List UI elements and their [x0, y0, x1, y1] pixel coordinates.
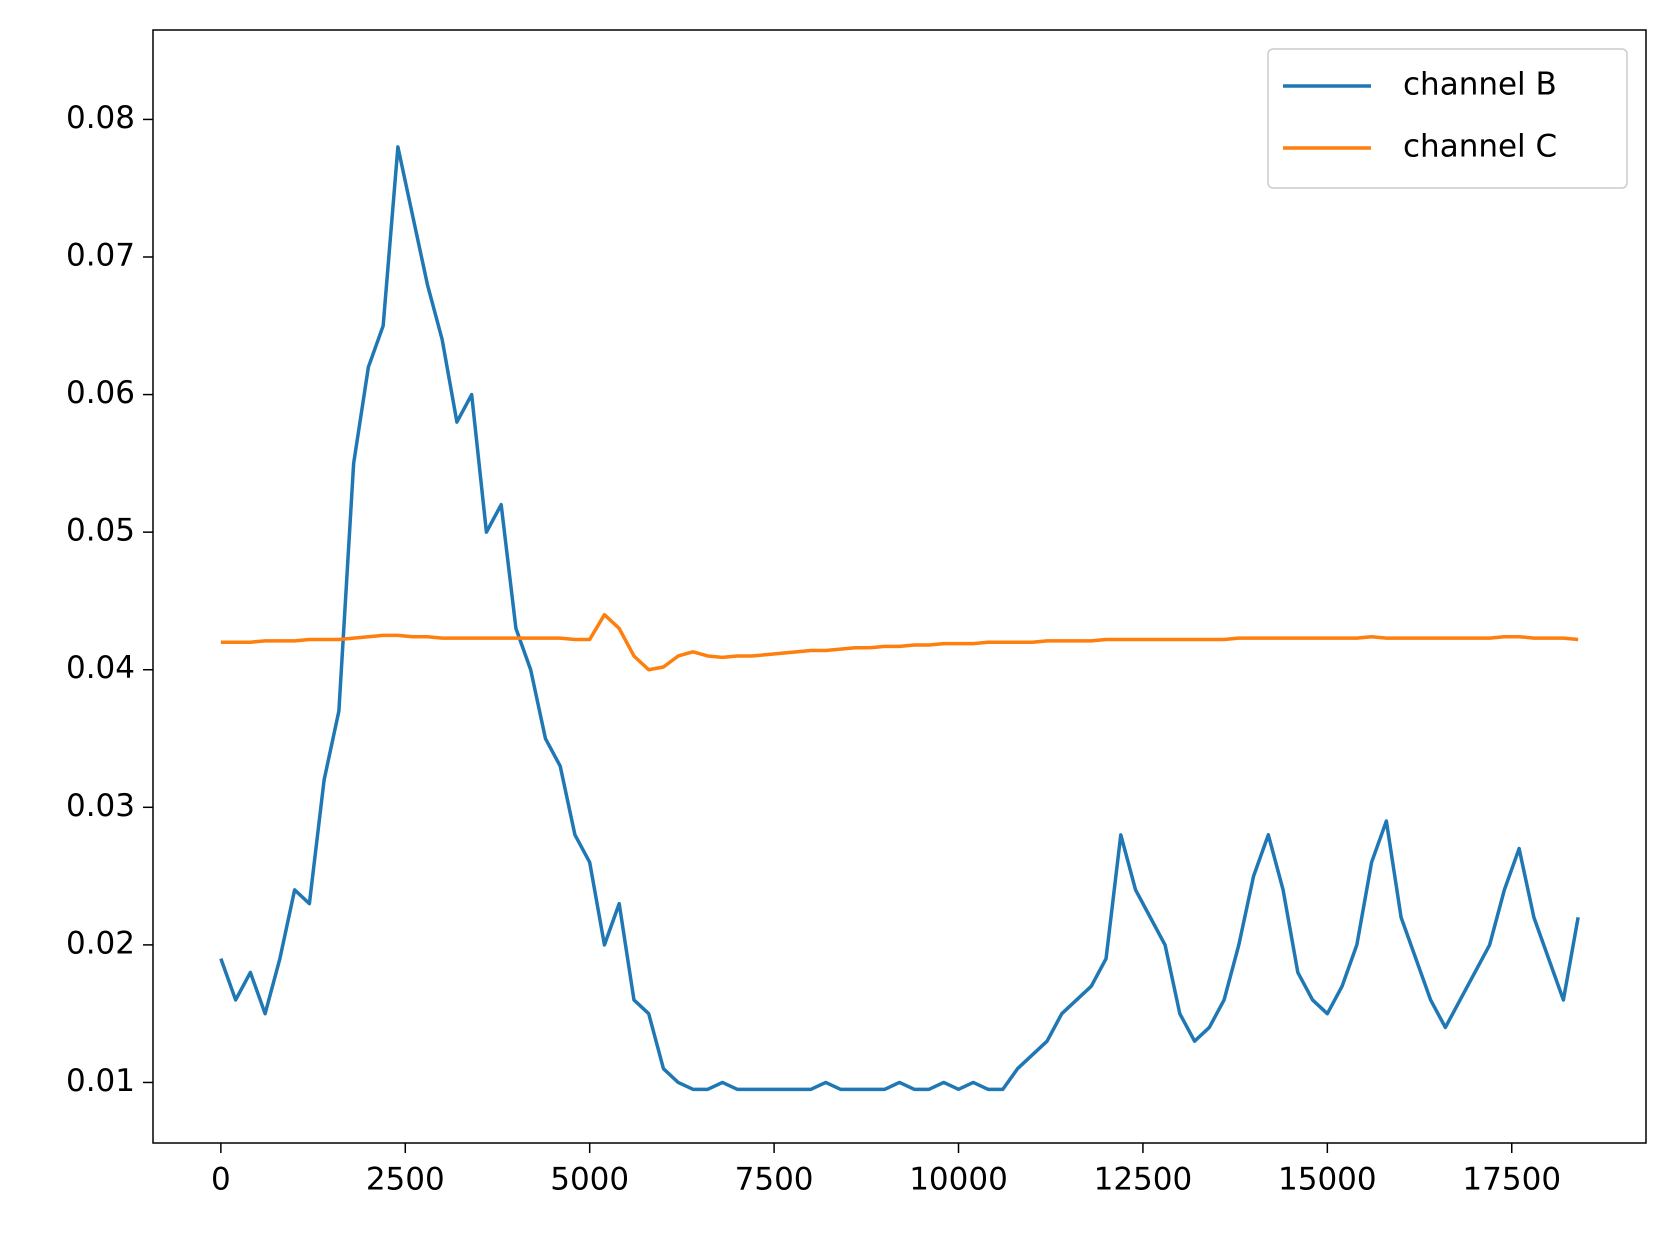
x-tick-label: 15000	[1278, 1162, 1377, 1198]
y-tick-label: 0.05	[66, 513, 135, 549]
y-tick-label: 0.03	[66, 788, 135, 824]
plot-frame	[152, 29, 1647, 1144]
x-tick-label: 10000	[909, 1162, 1008, 1198]
legend-box	[1267, 48, 1628, 189]
legend-label: channel C	[1403, 129, 1557, 165]
series-line	[219, 145, 1580, 1092]
series-line	[220, 612, 1579, 672]
x-tick-label: 12500	[1094, 1162, 1193, 1198]
y-tick-label: 0.02	[66, 925, 135, 961]
y-tick-label: 0.07	[66, 238, 135, 274]
y-tick-label: 0.08	[66, 100, 135, 136]
x-tick-label: 0	[211, 1162, 231, 1198]
x-tick-label: 7500	[735, 1162, 814, 1198]
x-tick-label: 5000	[550, 1162, 629, 1198]
x-tick-label: 17500	[1462, 1162, 1561, 1198]
legend-label: channel B	[1403, 67, 1557, 103]
x-tick-label: 2500	[366, 1162, 445, 1198]
y-tick-label: 0.06	[66, 375, 135, 411]
y-tick-label: 0.01	[66, 1063, 135, 1099]
y-tick-label: 0.04	[66, 650, 135, 686]
